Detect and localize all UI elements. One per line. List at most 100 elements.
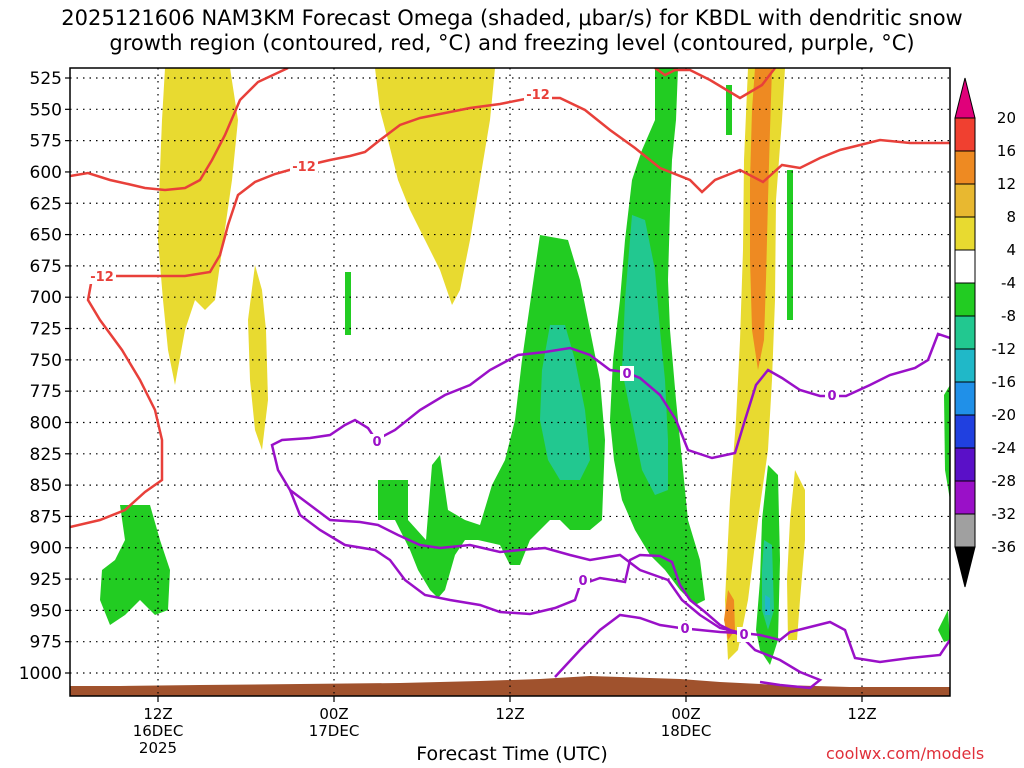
omega-positive-region <box>787 470 805 640</box>
colorbar-label: 12 <box>997 175 1016 193</box>
y-tick-label: 675 <box>30 257 62 277</box>
omega-negative-region <box>938 610 950 642</box>
colorbar-swatch <box>954 282 976 317</box>
freezing-level-contour <box>270 332 950 664</box>
colorbar-label: 4 <box>1006 241 1016 259</box>
y-tick-label: 750 <box>30 351 62 371</box>
omega-negative-region <box>100 505 170 625</box>
colorbar-label: 16 <box>997 142 1016 160</box>
purple-contour-label: 0 <box>680 622 689 637</box>
title-line-1: 2025121606 NAM3KM Forecast Omega (shaded… <box>61 6 963 30</box>
colorbar-swatch <box>954 183 976 218</box>
colorbar-swatch <box>954 216 976 251</box>
omega-strong-positive-core <box>750 68 772 370</box>
colorbar-label: -16 <box>992 373 1017 391</box>
colorbar-swatch <box>954 513 976 548</box>
y-tick-label: 1000 <box>19 664 62 684</box>
red-contour-group: -12 -12 -12 <box>70 68 950 529</box>
colorbar-label: -12 <box>992 340 1017 358</box>
x-tick-label: 00Z <box>671 705 700 723</box>
y-tick-label: 800 <box>30 413 62 433</box>
x-tick-label: 12Z <box>495 705 524 723</box>
colorbar-label: -8 <box>1001 307 1016 325</box>
colorbar-swatch <box>954 447 976 482</box>
dendritic-growth-contour-upper <box>70 68 289 192</box>
colorbar-label: 8 <box>1006 208 1016 226</box>
colorbar-swatch <box>954 348 976 383</box>
omega-strong-negative-core <box>540 325 590 480</box>
colorbar-swatch <box>954 414 976 449</box>
x-axis-title: Forecast Time (UTC) <box>416 743 608 765</box>
y-tick-label: 550 <box>30 100 62 120</box>
y-tick-label: 875 <box>30 507 62 527</box>
colorbar-swatch <box>954 117 976 152</box>
y-tick-label: 725 <box>30 320 62 340</box>
purple-contour-group: 0 0 0 0 0 0 <box>270 332 950 690</box>
purple-contour-label: 0 <box>739 628 748 643</box>
colorbar-label: -28 <box>992 472 1017 490</box>
red-contour-label: -12 <box>292 160 316 175</box>
omega-strong-negative-core <box>765 595 770 615</box>
purple-contour-label: 0 <box>827 389 836 404</box>
red-contour-label: -12 <box>90 270 114 285</box>
title-line-2: growth region (contoured, red, °C) and f… <box>109 31 915 55</box>
colorbar-label: -36 <box>992 538 1017 556</box>
credit-text: coolwx.com/models <box>826 744 985 763</box>
colorbar-label: -32 <box>992 505 1017 523</box>
colorbar-label: 20 <box>997 109 1016 127</box>
red-contour-label: -12 <box>526 88 550 103</box>
colorbar-swatch <box>954 381 976 416</box>
omega-negative-region <box>944 385 950 500</box>
x-tick-label: 17DEC <box>309 722 360 740</box>
y-tick-label: 925 <box>30 570 62 590</box>
x-tick-label: 12Z <box>143 705 172 723</box>
freezing-level-contour <box>288 489 823 690</box>
colorbar: 20 16 12 8 4 -4 -8 -12 -16 -20 -24 -28 -32 -36 <box>954 77 1017 588</box>
omega-positive-region <box>725 68 785 660</box>
colorbar-label: -24 <box>992 439 1017 457</box>
omega-positive-region <box>248 265 268 450</box>
omega-negative-region <box>726 85 732 135</box>
purple-contour-label: 0 <box>578 574 587 589</box>
y-tick-label: 825 <box>30 445 62 465</box>
y-tick-label: 525 <box>30 69 62 89</box>
omega-negative-region <box>345 272 351 335</box>
y-tick-label: 950 <box>30 601 62 621</box>
colorbar-swatch <box>954 150 976 185</box>
colorbar-top-arrow <box>954 77 976 119</box>
purple-contour-label: 0 <box>622 367 631 382</box>
omega-negative-region <box>378 235 605 598</box>
x-tick-label: 00Z <box>319 705 348 723</box>
x-tick-label: 18DEC <box>661 722 712 740</box>
freezing-level-contour <box>554 613 741 678</box>
colorbar-swatch <box>954 249 976 284</box>
y-axis: 525 550 575 600 625 650 675 700 725 750 775 800 825 8… <box>19 69 70 684</box>
y-tick-label: 575 <box>30 132 62 152</box>
x-tick-label: 12Z <box>847 705 876 723</box>
y-tick-label: 600 <box>30 163 62 183</box>
y-tick-label: 700 <box>30 288 62 308</box>
y-tick-label: 975 <box>30 633 62 653</box>
colorbar-bottom-arrow <box>954 546 976 588</box>
colorbar-swatch <box>954 480 976 515</box>
omega-negative-region <box>787 170 793 320</box>
y-tick-label: 900 <box>30 539 62 559</box>
y-tick-label: 775 <box>30 382 62 402</box>
purple-contour-label: 0 <box>372 435 381 450</box>
chart-title: 2025121606 NAM3KM Forecast Omega (shaded… <box>0 6 1024 56</box>
omega-positive-region <box>375 68 495 305</box>
y-tick-label: 850 <box>30 476 62 496</box>
dendritic-growth-contour-upper <box>70 96 950 529</box>
gridlines <box>70 68 950 696</box>
y-tick-label: 650 <box>30 226 62 246</box>
colorbar-label: -4 <box>1001 274 1016 292</box>
dendritic-growth-contour-upper <box>654 68 776 100</box>
colorbar-swatch <box>954 315 976 350</box>
omega-strong-negative-core <box>622 215 668 495</box>
colorbar-label: -20 <box>992 406 1017 424</box>
x-tick-label: 16DEC <box>133 722 184 740</box>
y-tick-label: 625 <box>30 194 62 214</box>
x-tick-label: 2025 <box>139 739 177 757</box>
